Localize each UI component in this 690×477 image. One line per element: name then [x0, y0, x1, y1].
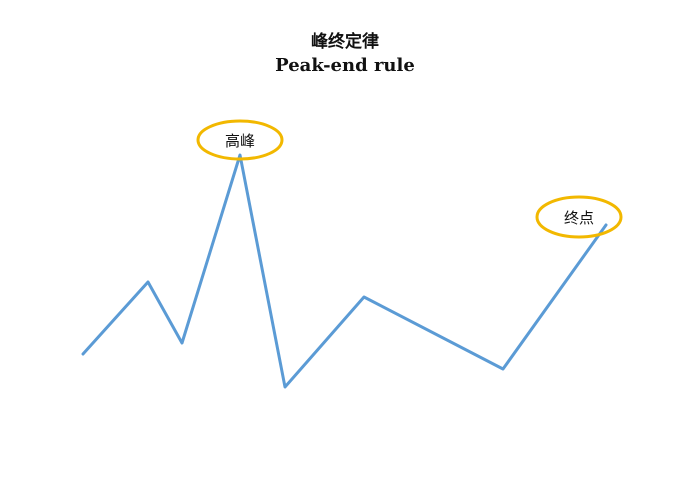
title-english: Peak-end rule: [275, 55, 415, 76]
experience-curve-line: [81, 153, 608, 389]
peak-highlight-ellipse: [196, 119, 284, 161]
end-highlight-ellipse: [535, 195, 623, 239]
end-label: 终点: [564, 209, 594, 227]
title-chinese: 峰终定律: [311, 32, 379, 52]
title-block: 峰终定律 Peak-end rule: [0, 30, 690, 78]
peak-label: 高峰: [225, 132, 255, 150]
